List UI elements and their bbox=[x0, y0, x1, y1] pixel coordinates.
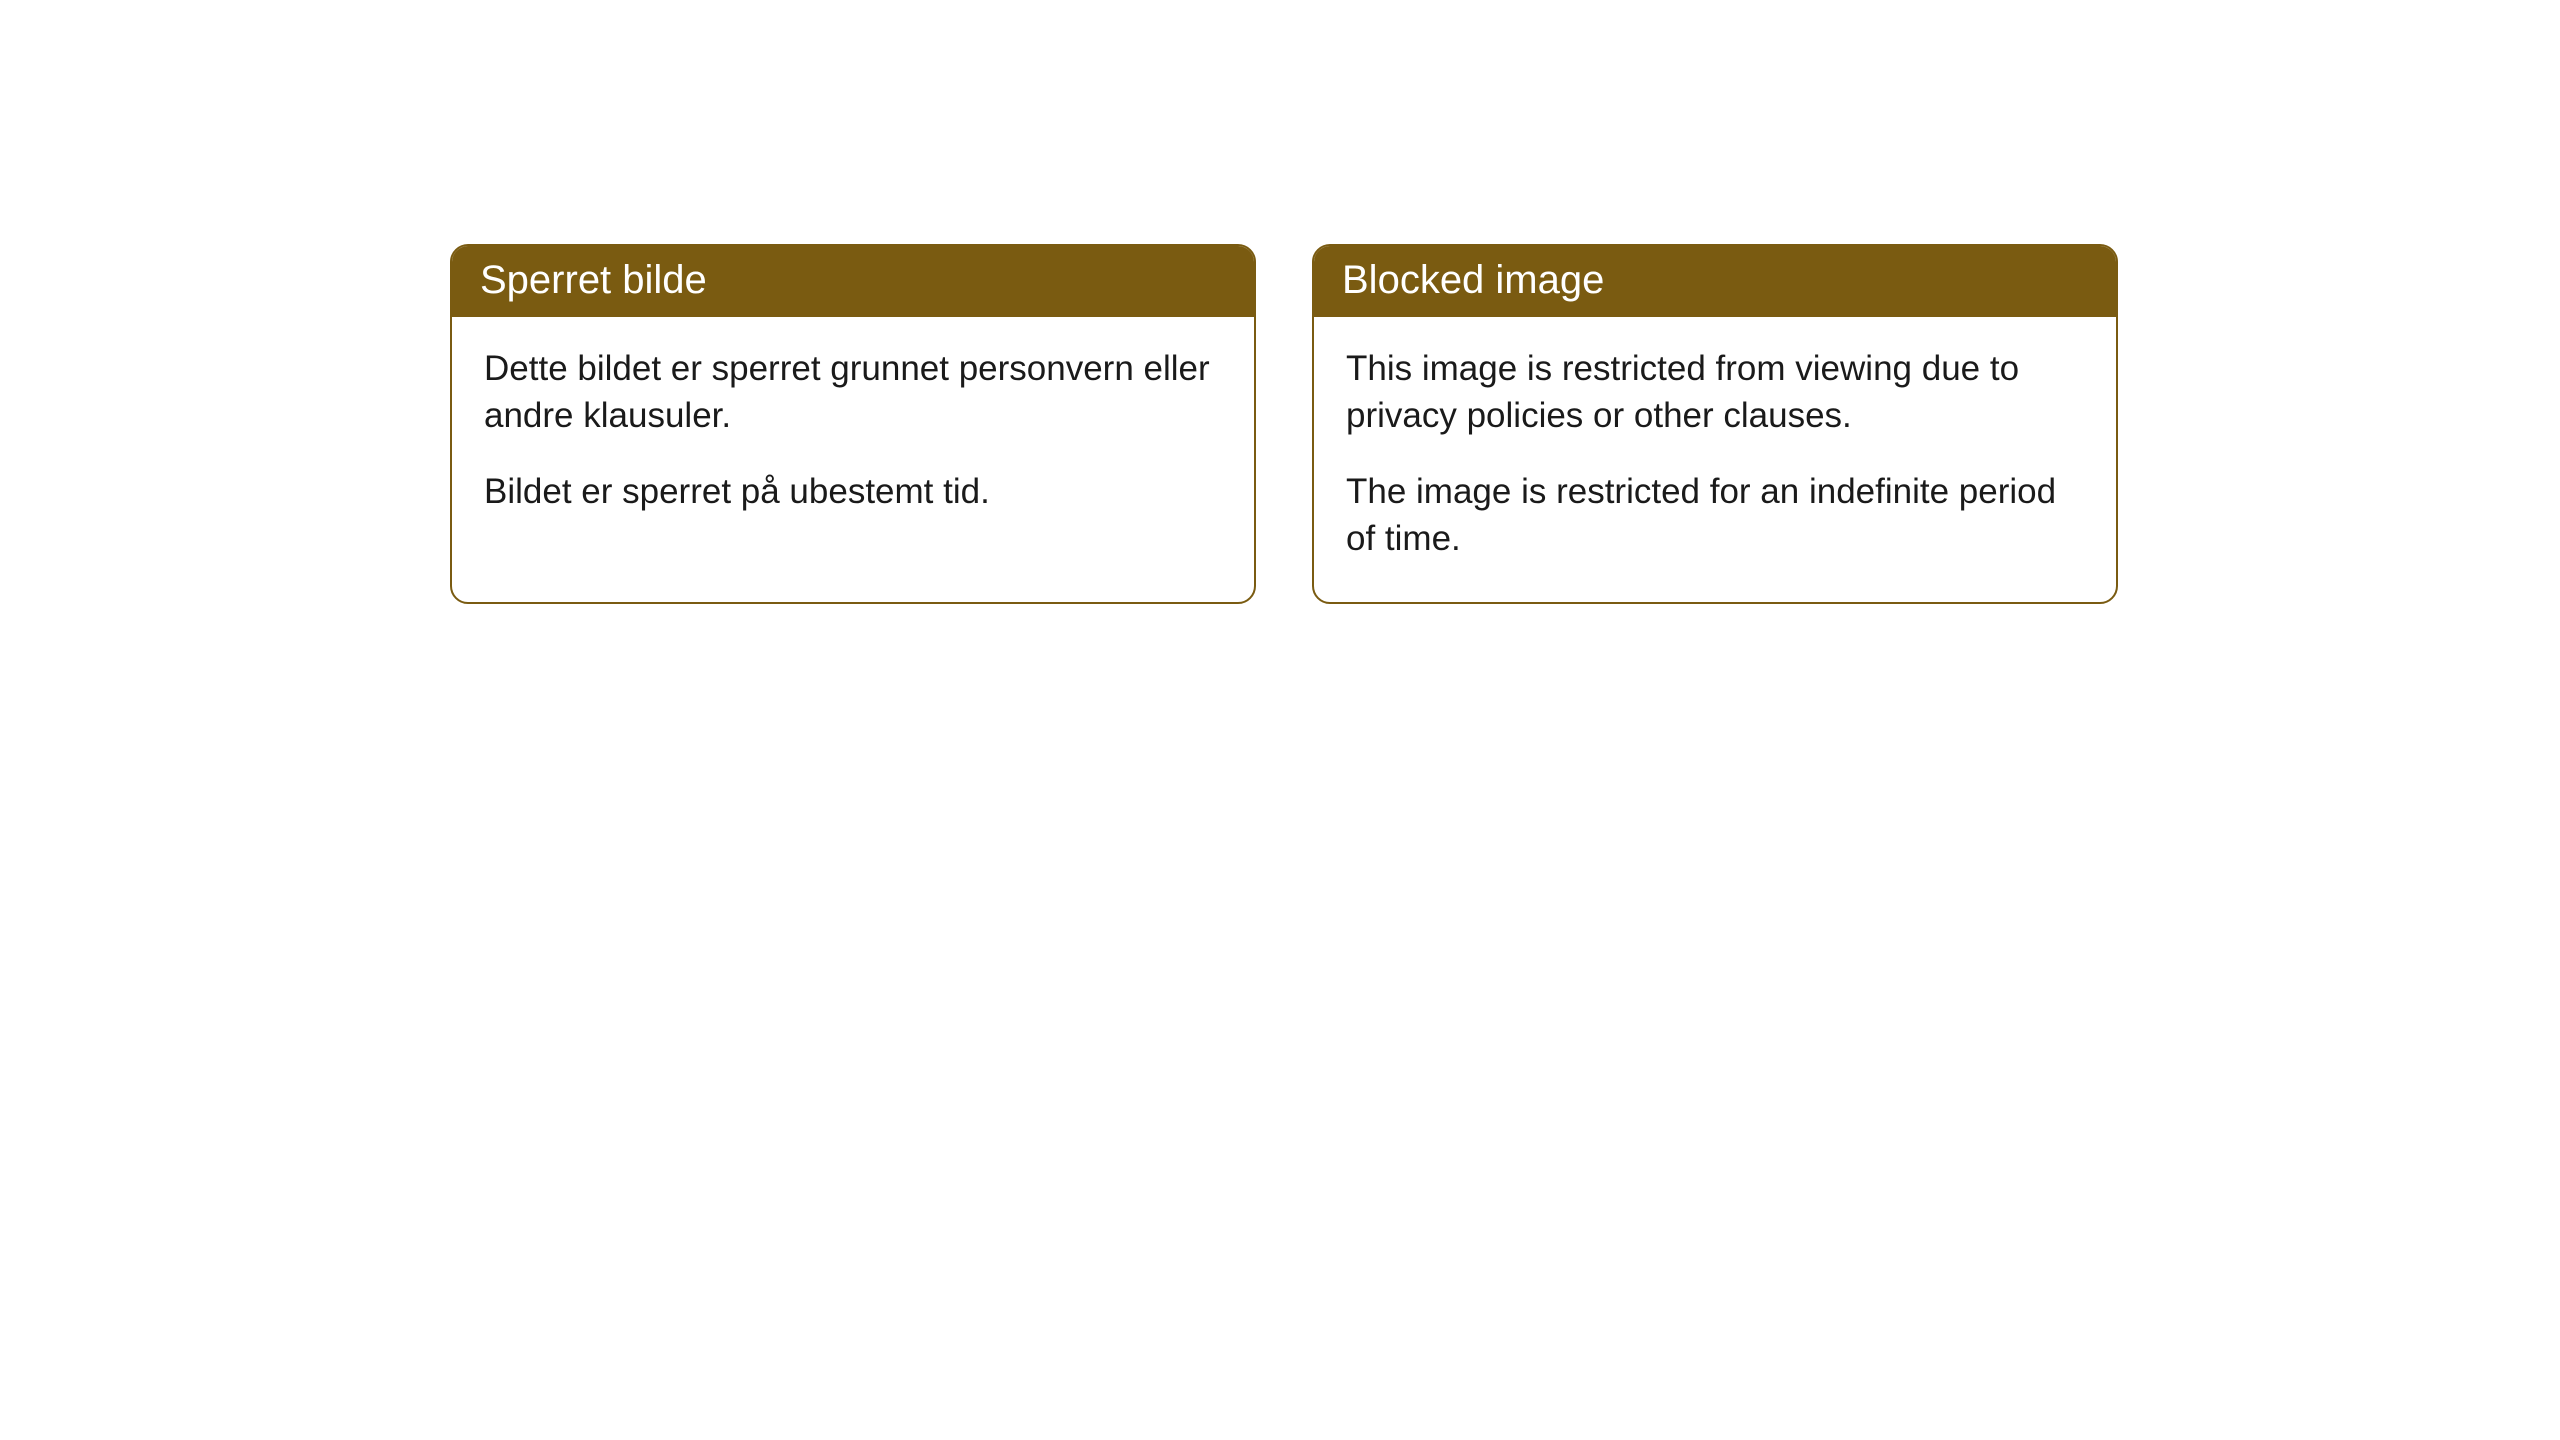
card-text: Bildet er sperret på ubestemt tid. bbox=[484, 468, 1222, 515]
card-body-english: This image is restricted from viewing du… bbox=[1314, 317, 2116, 602]
card-title: Sperret bilde bbox=[480, 258, 707, 302]
card-text: The image is restricted for an indefinit… bbox=[1346, 468, 2084, 563]
card-text: Dette bildet er sperret grunnet personve… bbox=[484, 345, 1222, 440]
card-text: This image is restricted from viewing du… bbox=[1346, 345, 2084, 440]
card-header-norwegian: Sperret bilde bbox=[452, 246, 1254, 317]
card-norwegian: Sperret bilde Dette bildet er sperret gr… bbox=[450, 244, 1256, 604]
card-header-english: Blocked image bbox=[1314, 246, 2116, 317]
card-title: Blocked image bbox=[1342, 258, 1604, 302]
card-body-norwegian: Dette bildet er sperret grunnet personve… bbox=[452, 317, 1254, 555]
card-english: Blocked image This image is restricted f… bbox=[1312, 244, 2118, 604]
cards-container: Sperret bilde Dette bildet er sperret gr… bbox=[0, 0, 2560, 604]
